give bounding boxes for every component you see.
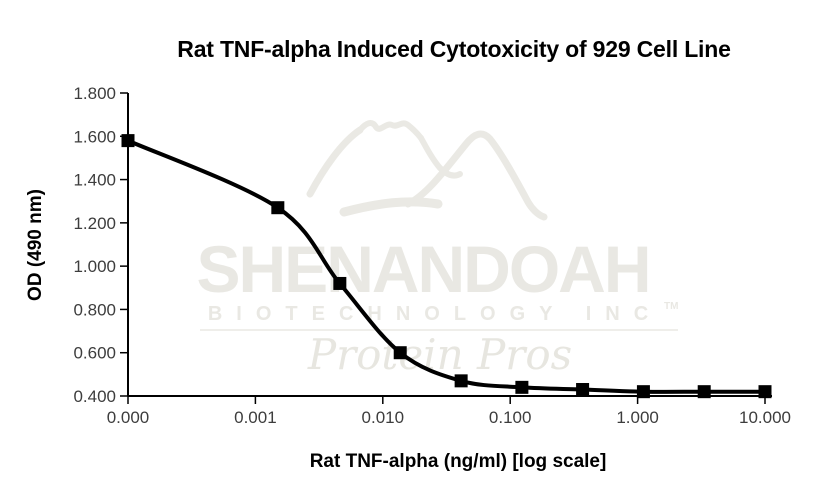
series-line xyxy=(126,138,767,394)
y-tick-label: 1.600 xyxy=(73,127,116,146)
data-point-marker xyxy=(576,383,590,397)
chart-title: Rat TNF-alpha Induced Cytotoxicity of 92… xyxy=(177,36,731,62)
data-point-marker xyxy=(758,385,772,399)
data-point-marker xyxy=(454,374,468,388)
data-point-marker xyxy=(697,385,711,399)
data-point-marker xyxy=(271,201,285,215)
watermark-tagline: Protein Pros xyxy=(307,330,573,379)
data-point-marker xyxy=(333,276,347,290)
x-tick-label: 10.000 xyxy=(739,408,791,427)
watermark-trademark: TM xyxy=(664,301,679,312)
x-tick-label: 0.000 xyxy=(107,408,150,427)
y-tick-label: 0.800 xyxy=(73,300,116,319)
y-tick-label: 0.600 xyxy=(73,344,116,363)
data-point-marker xyxy=(121,134,135,148)
y-tick-label: 1.400 xyxy=(73,171,116,190)
x-tick-label: 1.000 xyxy=(616,408,659,427)
y-tick-label: 1.000 xyxy=(73,257,116,276)
x-tick-label: 0.100 xyxy=(489,408,532,427)
y-tick-label: 1.800 xyxy=(73,84,116,103)
x-tick-label: 0.010 xyxy=(362,408,405,427)
data-point-marker xyxy=(393,346,407,360)
data-point-marker xyxy=(636,385,650,399)
watermark-company: SHENANDOAH xyxy=(196,232,651,306)
watermark-division: BIOTECHNOLOGY INC xyxy=(207,303,663,325)
y-tick-label: 1.200 xyxy=(73,214,116,233)
watermark-divider xyxy=(200,329,678,331)
mountain-logo-icon xyxy=(306,120,548,221)
x-tick-label: 0.001 xyxy=(234,408,277,427)
y-tick-label: 0.400 xyxy=(73,387,116,406)
x-axis-title: Rat TNF-alpha (ng/ml) [log scale] xyxy=(309,451,607,472)
data-point-marker xyxy=(515,380,529,394)
